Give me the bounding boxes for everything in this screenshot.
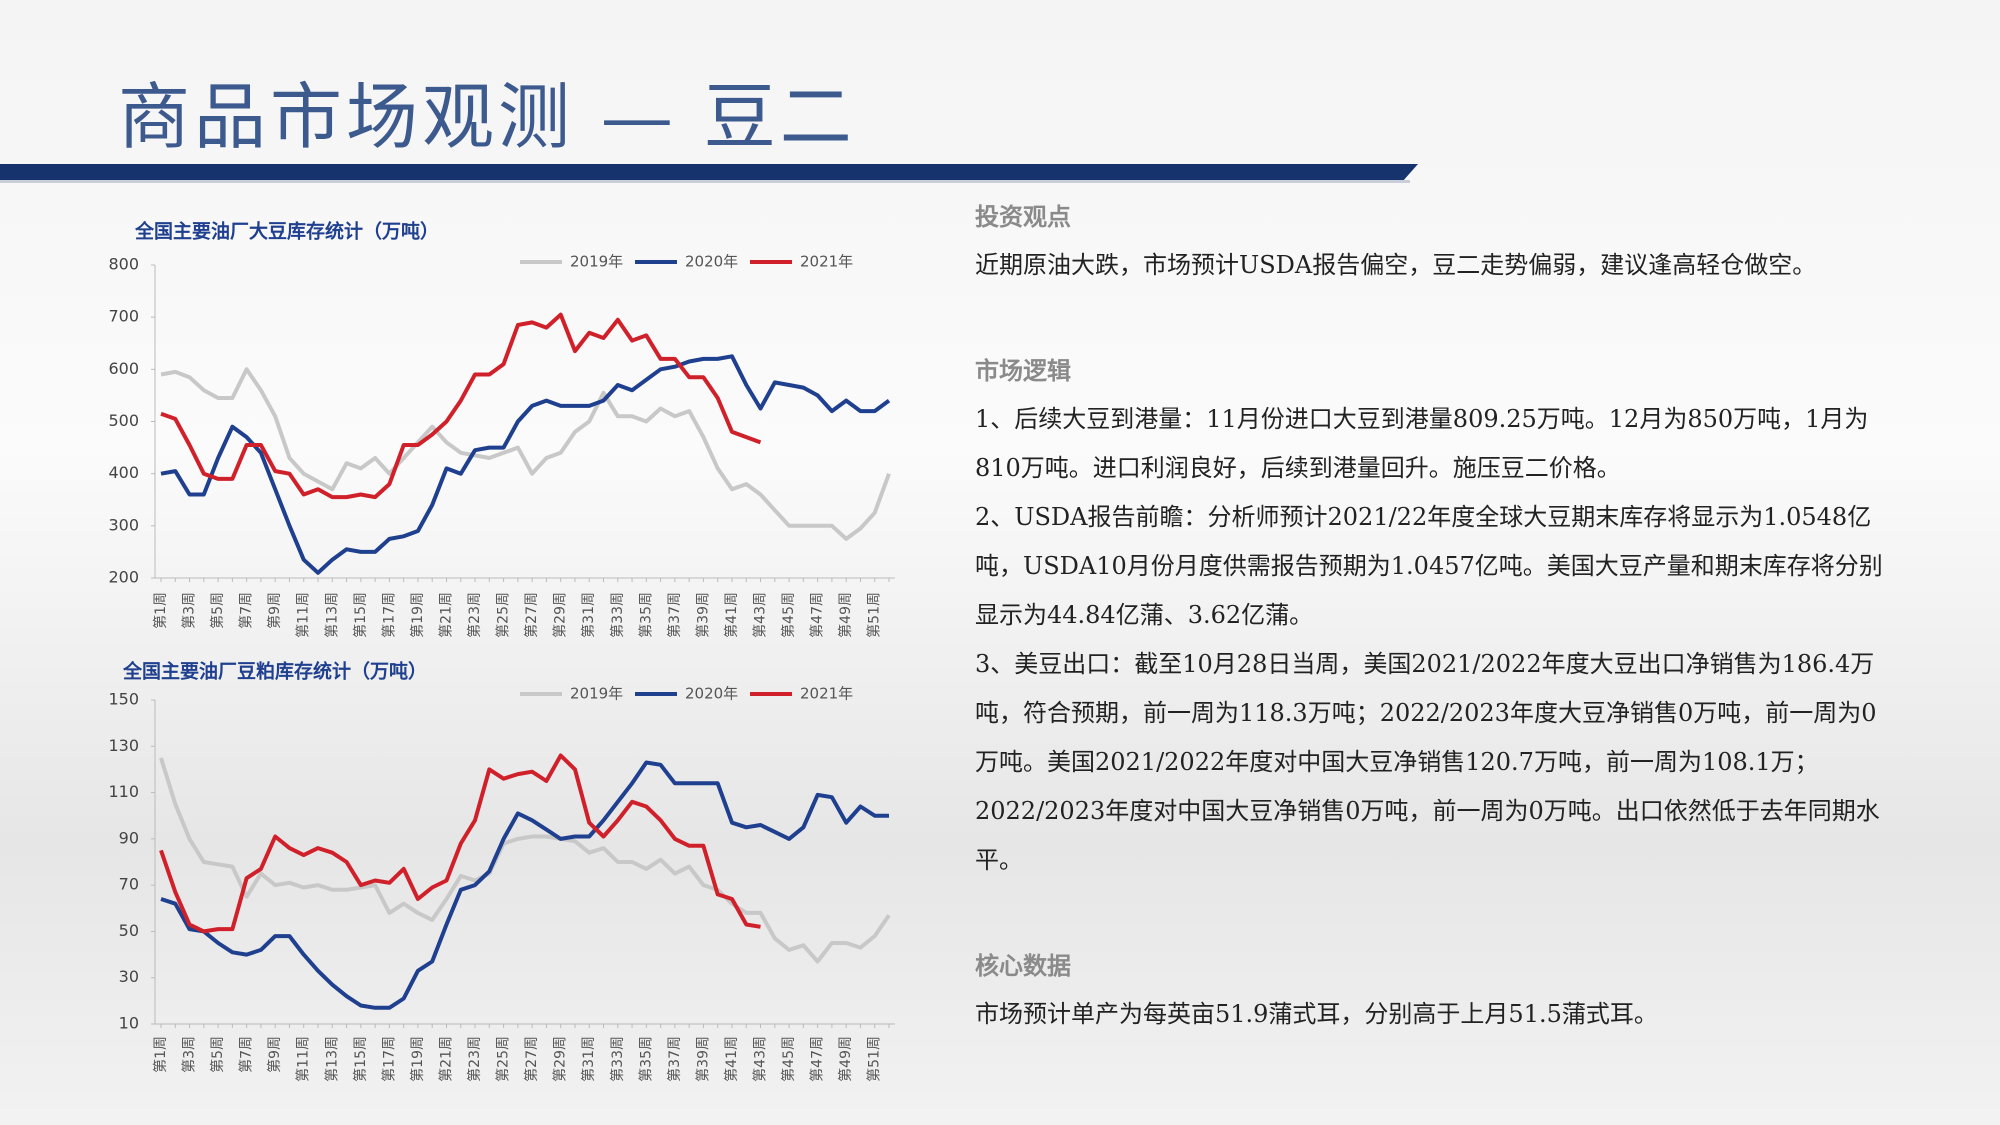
section-heading: 投资观点 <box>975 202 1071 231</box>
x-tick-label: 第17周 <box>380 592 397 638</box>
x-tick-label: 第9周 <box>266 1036 283 1073</box>
x-tick-label: 第33周 <box>609 1036 626 1082</box>
x-tick-label: 第21周 <box>437 592 454 638</box>
x-tick-label: 第7周 <box>238 592 255 629</box>
y-tick-label: 50 <box>119 921 139 940</box>
x-tick-label: 第41周 <box>723 1036 740 1082</box>
x-tick-label: 第25周 <box>495 592 512 638</box>
x-tick-label: 第49周 <box>837 1036 854 1082</box>
x-tick-label: 第3周 <box>181 592 198 629</box>
y-tick-label: 700 <box>108 307 139 326</box>
x-tick-label: 第31周 <box>580 1036 597 1082</box>
x-tick-label: 第27周 <box>523 592 540 638</box>
x-tick-label: 第25周 <box>495 1036 512 1082</box>
legend-label: 2019年 <box>570 253 623 271</box>
series-line <box>160 367 891 541</box>
series-line <box>160 312 762 500</box>
y-tick-label: 500 <box>108 411 139 430</box>
x-tick-label: 第45周 <box>780 592 797 638</box>
legend-label: 2021年 <box>800 685 853 703</box>
x-tick-label: 第27周 <box>523 1036 540 1082</box>
x-tick-label: 第19周 <box>409 1036 426 1082</box>
title-bar <box>0 164 1418 180</box>
y-tick-label: 10 <box>119 1014 139 1033</box>
section-paragraph: 市场预计单产为每英亩51.9蒲式耳，分别高于上月51.5蒲式耳。 <box>975 1000 1658 1028</box>
section-paragraph: 2、USDA报告前瞻：分析师预计2021/22年度全球大豆期末库存将显示为1.0… <box>975 503 1883 629</box>
x-tick-label: 第37周 <box>666 592 683 638</box>
section-paragraph: 3、美豆出口：截至10月28日当周，美国2021/2022年度大豆出口净销售为1… <box>975 650 1880 874</box>
y-tick-label: 110 <box>108 782 139 801</box>
x-tick-label: 第35周 <box>637 1036 654 1082</box>
series-line <box>159 757 891 964</box>
text-panel: 投资观点近期原油大跌，市场预计USDA报告偏空，豆二走势偏弱，建议逢高轻仓做空。… <box>975 192 1895 1095</box>
x-tick-label: 第39周 <box>694 1036 711 1082</box>
legend-label: 2021年 <box>800 253 853 271</box>
x-tick-label: 第11周 <box>295 592 312 638</box>
x-tick-label: 第13周 <box>323 1036 340 1082</box>
section-heading: 市场逻辑 <box>975 356 1071 385</box>
legend-label: 2019年 <box>570 685 623 703</box>
x-tick-label: 第37周 <box>666 1036 683 1082</box>
x-tick-label: 第45周 <box>780 1036 797 1082</box>
x-tick-label: 第33周 <box>609 592 626 638</box>
x-tick-label: 第47周 <box>809 1036 826 1082</box>
y-tick-label: 150 <box>108 690 139 709</box>
x-tick-label: 第51周 <box>866 1036 883 1082</box>
x-tick-label: 第1周 <box>152 1036 169 1073</box>
series-line <box>160 354 891 575</box>
section-heading: 核心数据 <box>975 951 1071 980</box>
slide-title: 商品市场观测 — 豆二 <box>118 75 856 159</box>
section: 核心数据市场预计单产为每英亩51.9蒲式耳，分别高于上月51.5蒲式耳。 <box>975 941 1895 1039</box>
section-paragraph: 1、后续大豆到港量：11月份进口大豆到港量809.25万吨。12月为850万吨，… <box>975 405 1869 482</box>
x-tick-label: 第51周 <box>866 592 883 638</box>
x-tick-label: 第39周 <box>694 592 711 638</box>
x-tick-label: 第29周 <box>552 592 569 638</box>
series-line <box>159 753 761 934</box>
x-tick-label: 第43周 <box>752 1036 769 1082</box>
chart-title: 全国主要油厂大豆库存统计（万吨） <box>134 220 439 243</box>
y-tick-label: 200 <box>108 568 139 587</box>
x-tick-label: 第21周 <box>437 1036 454 1082</box>
section: 市场逻辑 1、后续大豆到港量：11月份进口大豆到港量809.25万吨。12月为85… <box>975 346 1895 885</box>
x-tick-label: 第15周 <box>352 592 369 638</box>
x-tick-label: 第47周 <box>809 592 826 638</box>
legend-label: 2020年 <box>685 685 738 703</box>
chart-title: 全国主要油厂豆粕库存统计（万吨） <box>122 660 427 683</box>
series-line <box>160 760 889 1010</box>
charts: 全国主要油厂大豆库存统计（万吨） 200 300 400 500 600 700 800 第1周… <box>108 220 895 1082</box>
x-tick-label: 第17周 <box>380 1036 397 1082</box>
x-tick-label: 第29周 <box>552 1036 569 1082</box>
y-tick-label: 130 <box>108 736 139 755</box>
y-tick-label: 600 <box>108 359 139 378</box>
x-tick-label: 第31周 <box>580 592 597 638</box>
x-tick-label: 第41周 <box>723 592 740 638</box>
x-tick-label: 第19周 <box>409 592 426 638</box>
y-tick-label: 400 <box>108 463 139 482</box>
title-bar-shadow <box>0 180 1410 183</box>
x-tick-label: 第49周 <box>837 592 854 638</box>
y-tick-label: 70 <box>119 875 139 894</box>
x-tick-label: 第15周 <box>352 1036 369 1082</box>
x-tick-label: 第5周 <box>209 592 226 629</box>
y-tick-label: 90 <box>119 828 139 847</box>
x-tick-label: 第13周 <box>323 592 340 638</box>
y-tick-label: 300 <box>108 515 139 534</box>
legend-label: 2020年 <box>685 253 738 271</box>
x-tick-label: 第11周 <box>295 1036 312 1082</box>
x-tick-label: 第23周 <box>466 1036 483 1082</box>
x-tick-label: 第9周 <box>266 592 283 629</box>
x-tick-label: 第3周 <box>181 1036 198 1073</box>
section: 投资观点近期原油大跌，市场预计USDA报告偏空，豆二走势偏弱，建议逢高轻仓做空。 <box>975 192 1895 290</box>
x-tick-label: 第1周 <box>152 592 169 629</box>
y-tick-label: 30 <box>119 967 139 986</box>
x-tick-label: 第5周 <box>209 1036 226 1073</box>
y-tick-label: 800 <box>108 255 139 274</box>
x-tick-label: 第23周 <box>466 592 483 638</box>
x-tick-label: 第7周 <box>238 1036 255 1073</box>
x-tick-label: 第43周 <box>752 592 769 638</box>
x-tick-label: 第35周 <box>637 592 654 638</box>
section-paragraph: 近期原油大跌，市场预计USDA报告偏空，豆二走势偏弱，建议逢高轻仓做空。 <box>975 251 1817 279</box>
